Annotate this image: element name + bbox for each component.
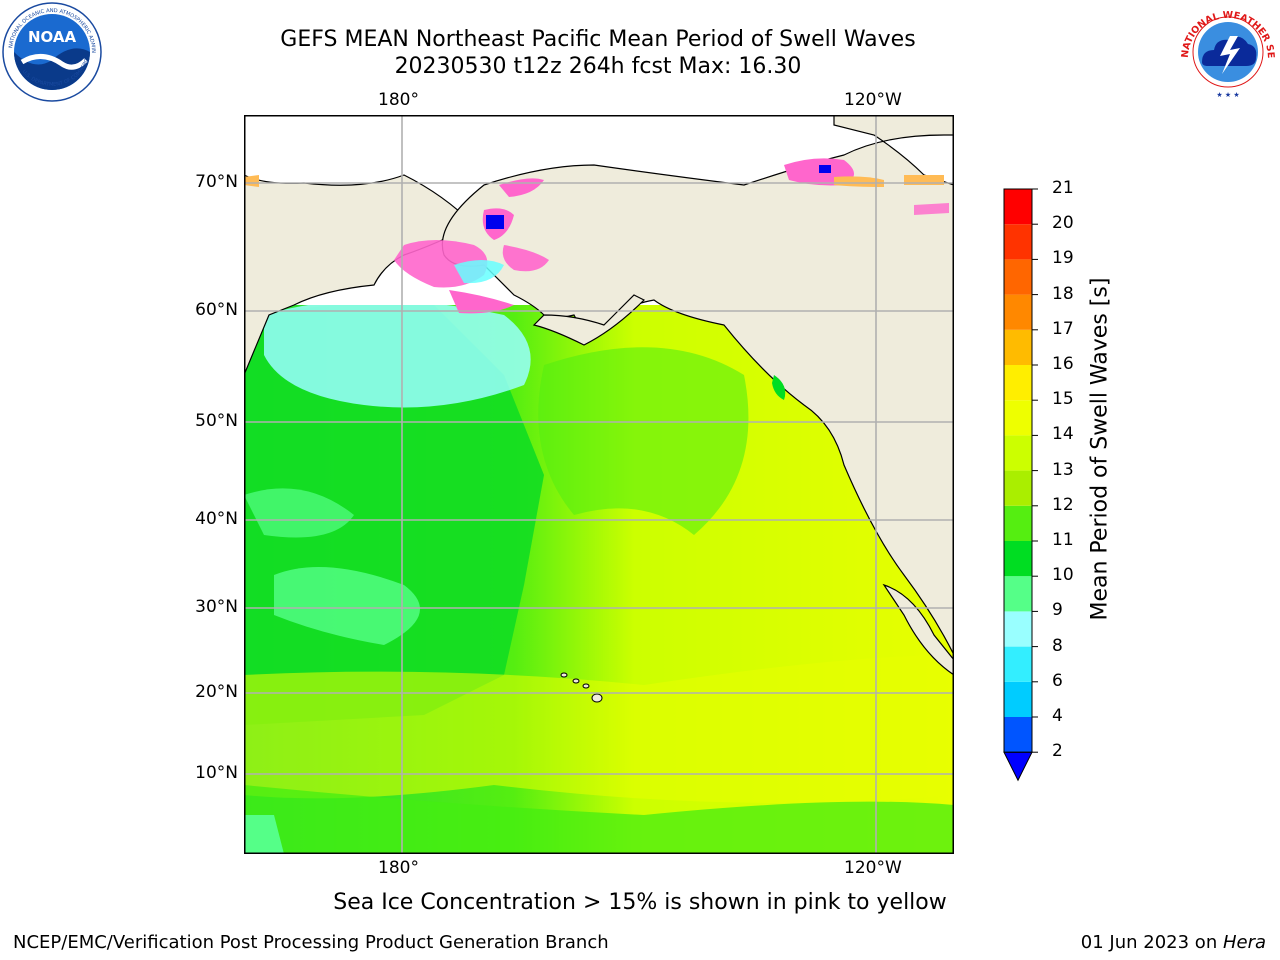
footer-host: Hera — [1222, 932, 1266, 953]
map-frame — [244, 115, 954, 854]
chart-title: GEFS MEAN Northeast Pacific Mean Period … — [280, 27, 916, 52]
colorbar-tick-label: 12 — [1052, 494, 1074, 515]
chart-subtitle: 20230530 t12z 264h fcst Max: 16.30 — [394, 54, 802, 79]
svg-text:NOAA: NOAA — [28, 28, 77, 46]
hawaiian-islands — [560, 672, 603, 703]
colorbar-tick-label: 8 — [1052, 635, 1063, 656]
colorbar-tick-label: 20 — [1052, 213, 1074, 234]
colorbar-tick-label: 18 — [1052, 283, 1074, 304]
swell-region-14s — [244, 655, 954, 803]
swell-region-9s-south — [274, 567, 420, 645]
colorbar-tick-label: 15 — [1052, 389, 1074, 410]
lat-label-70n: 70°N — [195, 172, 238, 192]
colorbar-segment — [1004, 294, 1032, 330]
lat-label-50n: 50°N — [195, 411, 238, 431]
swell-region-9s-corner — [244, 815, 284, 854]
sea-ice-overlay — [244, 158, 949, 400]
swell-region-8s — [264, 300, 531, 408]
lat-label-40n: 40°N — [195, 509, 238, 529]
colorbar-segment — [1004, 224, 1032, 260]
colorbar-tick-label: 19 — [1052, 248, 1074, 269]
colorbar-tick-label: 11 — [1052, 530, 1074, 550]
colorbar-under-arrow — [1003, 751, 1033, 782]
nws-logo-icon: NATIONAL WEATHER SERVICE ★ ★ ★ — [1178, 2, 1276, 100]
lat-label-30n: 30°N — [195, 597, 238, 617]
footer-branch: NCEP/EMC/Verification Post Processing Pr… — [13, 932, 609, 953]
colorbar-segment — [1004, 189, 1032, 225]
land-alaska-peninsula — [532, 294, 646, 346]
colorbar-tick-label: 13 — [1052, 459, 1074, 480]
colorbar-segment — [1004, 646, 1032, 682]
footer-date-text: 01 Jun 2023 on — [1080, 932, 1223, 953]
lon-label-top-120w: 120°W — [844, 90, 902, 110]
colorbar-title: Mean Period of Swell Waves [s] — [1087, 277, 1113, 621]
lat-label-10n: 10°N — [195, 763, 238, 783]
colorbar-tick-label: 14 — [1052, 424, 1074, 445]
lat-label-60n: 60°N — [195, 300, 238, 320]
colorbar-segment — [1004, 365, 1032, 401]
colorbar-segment — [1004, 611, 1032, 647]
colorbar-segment — [1004, 259, 1032, 295]
map-panel — [244, 115, 954, 854]
lon-label-bottom-120w: 120°W — [844, 858, 902, 878]
footer-date: 01 Jun 2023 on Hera — [1081, 932, 1266, 953]
noaa-logo-icon: NOAA NATIONAL OCEANIC AND ATMOSPHERIC AD… — [2, 2, 102, 102]
colorbar-tick-label: 10 — [1052, 565, 1074, 586]
colorbar-segment — [1004, 400, 1032, 436]
colorbar-segment — [1004, 505, 1032, 541]
lat-label-20n: 20°N — [195, 682, 238, 702]
colorbar-tick-label: 6 — [1052, 670, 1063, 691]
colorbar-segment — [1004, 329, 1032, 365]
colorbar-tick-label: 21 — [1052, 178, 1074, 198]
colorbar — [1003, 188, 1038, 782]
svg-text:★ ★ ★: ★ ★ ★ — [1216, 91, 1239, 99]
lon-label-top-180: 180° — [378, 90, 419, 110]
colorbar-tick-label: 16 — [1052, 354, 1074, 374]
colorbar-segment — [1004, 681, 1032, 717]
swell-region-9s-west — [244, 488, 354, 538]
colorbar-segment — [1004, 576, 1032, 612]
colorbar-tick-label: 9 — [1052, 600, 1063, 621]
colorbar-segment — [1004, 541, 1032, 577]
colorbar-segment — [1004, 470, 1032, 506]
colorbar-segment — [1004, 717, 1032, 753]
swell-region-11s-south — [244, 785, 954, 854]
colorbar-tick-label: 4 — [1052, 706, 1063, 726]
sea-ice-caption: Sea Ice Concentration > 15% is shown in … — [333, 890, 947, 915]
colorbar-segment — [1004, 435, 1032, 471]
graticule — [244, 115, 954, 854]
colorbar-tick-label: 2 — [1052, 741, 1063, 762]
swell-region-12s — [538, 347, 749, 535]
lon-label-bottom-180: 180° — [378, 858, 419, 878]
colorbar-tick-label: 17 — [1052, 318, 1074, 339]
